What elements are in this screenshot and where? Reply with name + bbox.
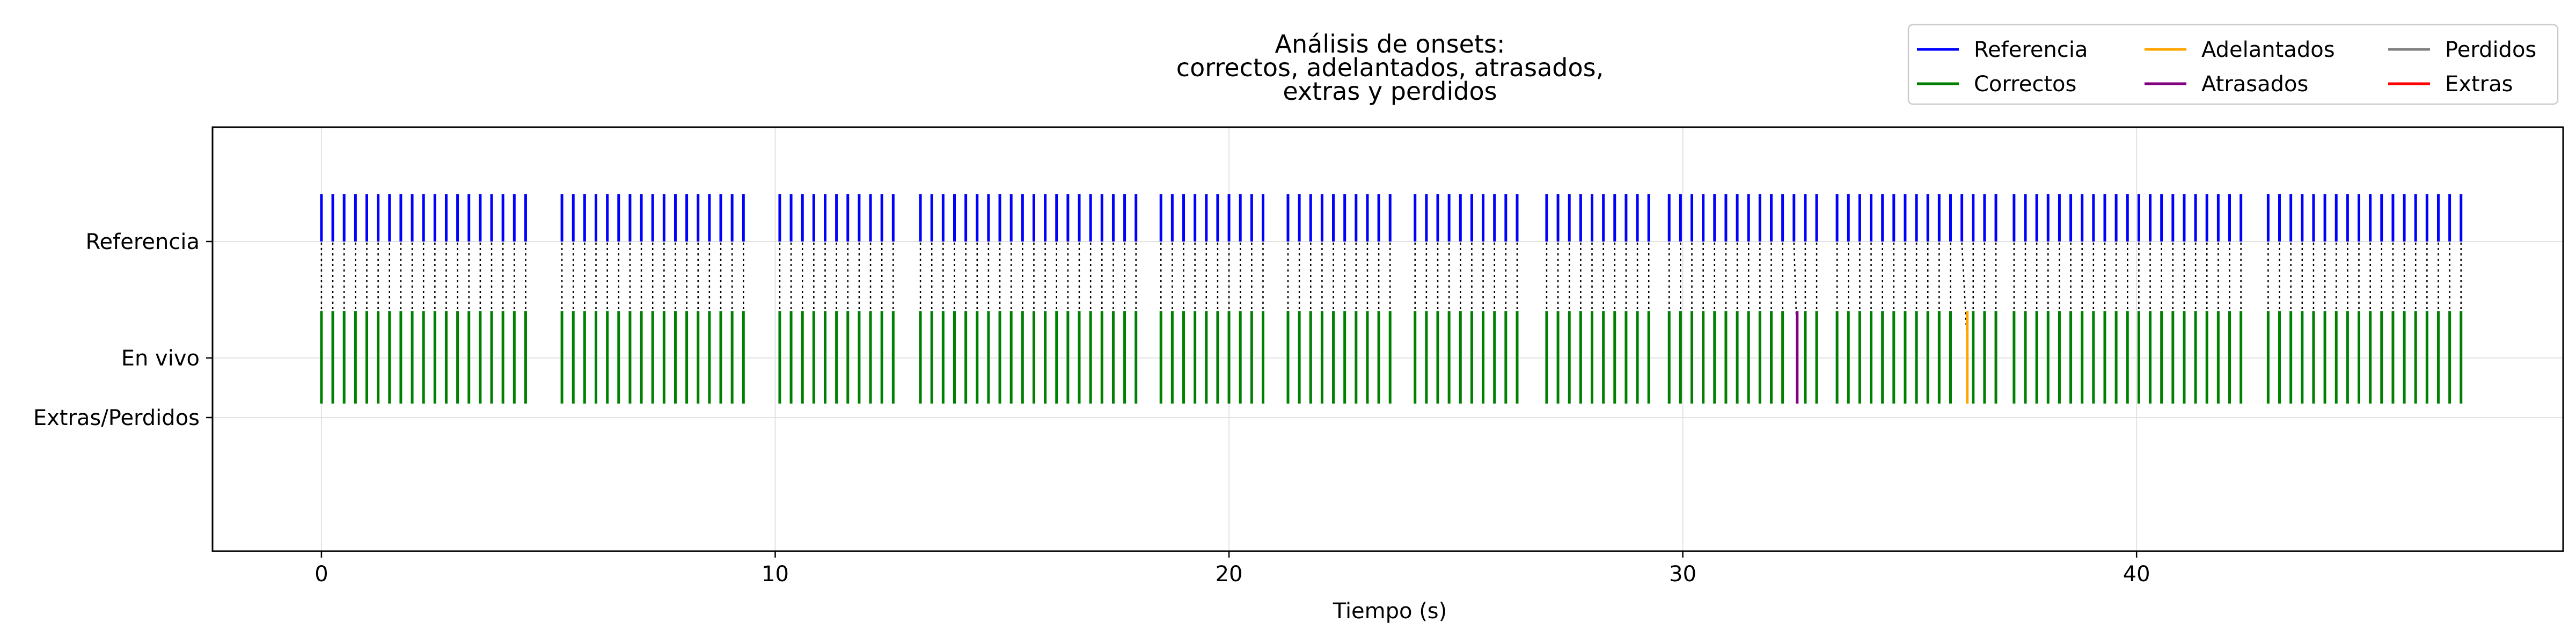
chart-title: Análisis de onsets: correctos, adelantado… [1176,30,1604,106]
grid-lines [213,127,2563,551]
x-axis-ticks: 0 10 20 30 40 [314,551,2150,587]
x-tick-label: 10 [762,562,789,587]
legend-label: Adelantados [2201,38,2335,62]
chart-title-line: extras y perdidos [1283,77,1497,106]
onset-connection [1793,242,1798,344]
chart-title-line: Análisis de onsets: [1275,30,1505,58]
x-axis-label: Tiempo (s) [1333,599,1447,624]
connection-lines [320,242,2462,344]
x-tick-label: 40 [2123,562,2150,587]
legend-label: Referencia [1974,38,2088,62]
x-tick-label: 20 [1216,562,1243,587]
y-tick-label: En vivo [121,346,200,371]
chart-title-line: correctos, adelantados, atrasados, [1176,53,1604,82]
live-series [320,311,2463,404]
y-axis-ticks: Referencia En vivo Extras/Perdidos [33,230,213,430]
y-tick-label: Extras/Perdidos [33,406,200,430]
plot-area [211,126,2564,552]
x-tick-label: 0 [314,562,328,587]
legend-label: Perdidos [2445,38,2536,62]
legend-label: Atrasados [2201,72,2308,97]
y-tick-label: Referencia [86,230,200,254]
legend: Referencia Correctos Adelantados Atrasados P… [1907,24,2559,105]
x-tick-label: 30 [1669,562,1696,587]
legend-label: Correctos [1974,72,2076,97]
reference-series [320,194,2463,241]
onset-connection [1961,242,1968,344]
legend-label: Extras [2445,72,2513,97]
